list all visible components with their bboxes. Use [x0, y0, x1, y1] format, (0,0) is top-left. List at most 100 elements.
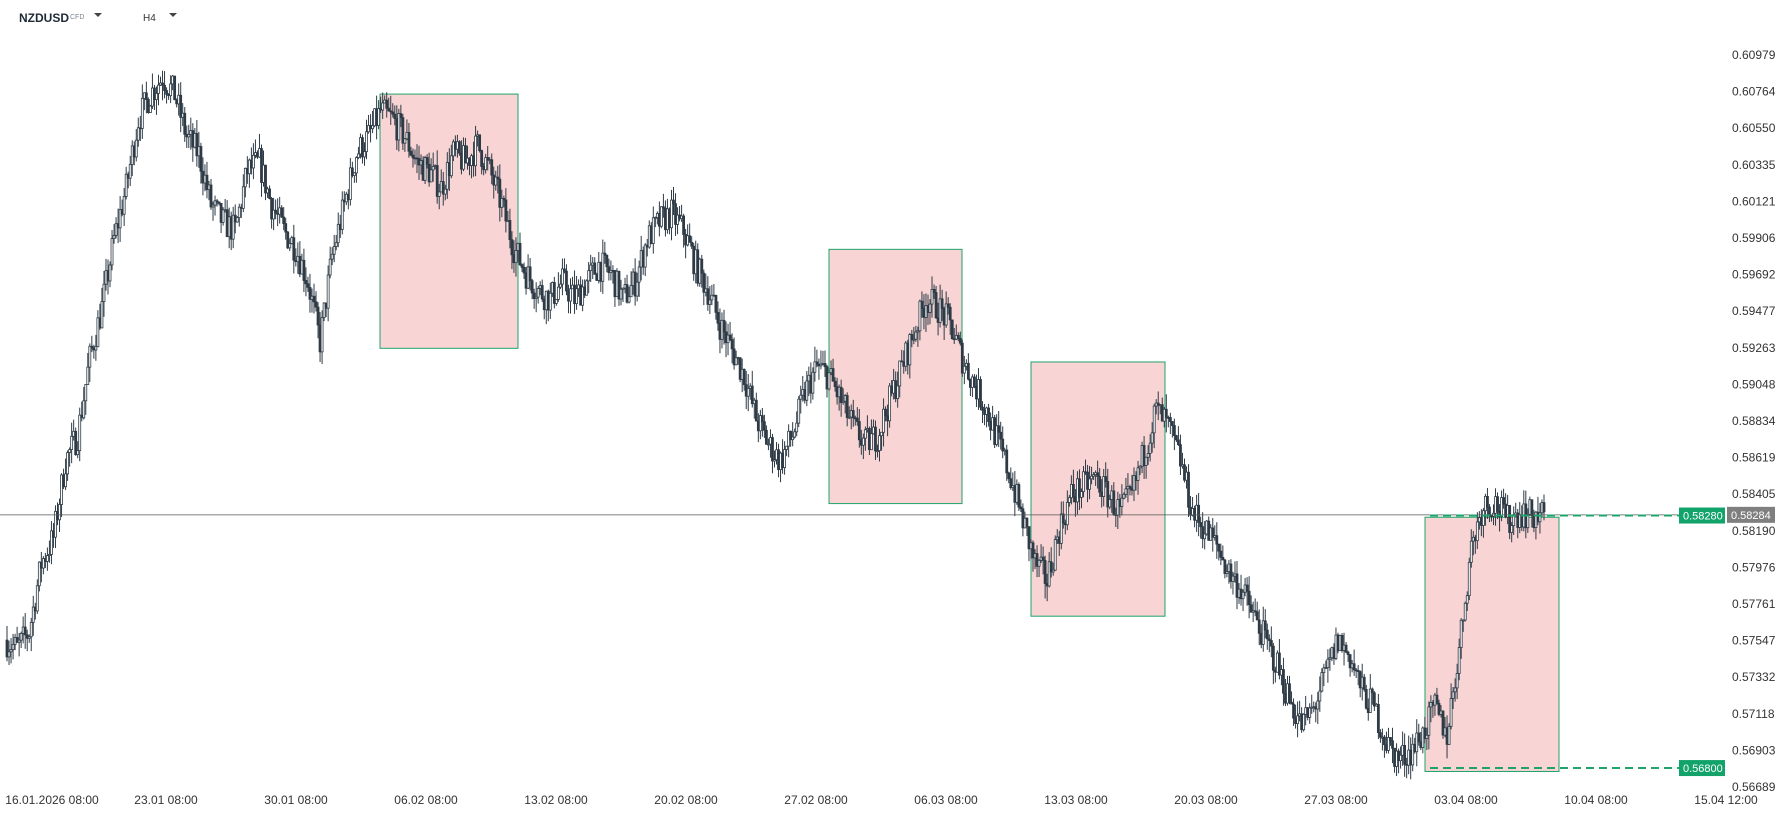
- candle-body: [1308, 707, 1312, 718]
- candle-body: [767, 443, 770, 446]
- candle-body: [1282, 669, 1285, 694]
- candle-body: [1496, 496, 1499, 512]
- candle-body: [1265, 629, 1269, 640]
- candle-body: [169, 83, 173, 97]
- x-tick-label: 23.01 08:00: [134, 793, 198, 807]
- timeframe-chevron-down-icon[interactable]: [169, 13, 177, 17]
- candle-body: [1108, 499, 1112, 508]
- candle-body: [601, 252, 605, 282]
- candle-body: [1106, 481, 1110, 508]
- candle-body: [328, 258, 332, 276]
- candle-body: [1510, 525, 1514, 533]
- candle-body: [284, 223, 288, 233]
- x-tick-label: 13.03 08:00: [1044, 793, 1108, 807]
- symbol-name[interactable]: NZDUSD: [19, 11, 69, 25]
- candle-body: [217, 201, 221, 204]
- candle-body: [286, 231, 290, 249]
- candle-body: [950, 319, 954, 340]
- x-tick-label: 30.01 08:00: [264, 793, 328, 807]
- candle-body: [585, 280, 589, 296]
- candle-body: [243, 167, 247, 188]
- candle-body: [1148, 442, 1152, 454]
- candle-body: [149, 105, 152, 113]
- candle-body: [1122, 493, 1126, 499]
- candle-body: [1344, 644, 1348, 653]
- candle-body: [1102, 476, 1106, 497]
- candle-body: [813, 361, 817, 373]
- candle-body: [706, 288, 710, 305]
- candle-body: [932, 289, 936, 293]
- candle-body: [1043, 560, 1047, 584]
- candle-body: [1362, 676, 1366, 690]
- candle-body: [350, 167, 354, 176]
- candle-body: [1136, 467, 1140, 481]
- candle-body: [1096, 472, 1100, 477]
- candle-body: [674, 203, 677, 225]
- candle-body: [882, 408, 885, 433]
- candle-body: [9, 649, 13, 653]
- candle-body: [264, 164, 267, 194]
- candle-body: [474, 135, 477, 167]
- candle-body: [629, 285, 633, 298]
- candle-body: [870, 433, 873, 451]
- candle-body: [365, 131, 368, 153]
- candle-body: [773, 459, 776, 462]
- candle-body: [569, 288, 572, 302]
- candle-body: [1437, 702, 1441, 715]
- candle-body: [795, 422, 799, 433]
- candle-body: [708, 299, 712, 305]
- candle-body: [1368, 688, 1372, 713]
- candle-body: [1459, 619, 1463, 648]
- candle-body: [1364, 689, 1368, 709]
- candle-body: [1049, 561, 1053, 573]
- candle-body: [336, 223, 340, 244]
- candle-body: [114, 223, 118, 236]
- y-tick-label: 0.57332: [1732, 670, 1776, 684]
- candle-body: [643, 244, 647, 268]
- candle-body: [401, 117, 405, 144]
- target-price-tag-text: 0.58280: [1683, 511, 1723, 523]
- candle-body: [1152, 405, 1156, 434]
- candle-body: [1098, 476, 1102, 493]
- chevron-down-icon[interactable]: [94, 13, 102, 17]
- timeframe-label[interactable]: H4: [143, 13, 156, 24]
- candle-body: [140, 97, 144, 129]
- candle-body: [956, 334, 960, 339]
- candle-body: [458, 141, 461, 154]
- candle-body: [108, 264, 112, 282]
- candle-body: [58, 504, 61, 521]
- candle-body: [662, 206, 665, 209]
- current-price-tag-bg: [1727, 506, 1775, 523]
- candle-body: [429, 169, 433, 183]
- candle-body: [213, 200, 217, 206]
- candle-body: [771, 437, 774, 462]
- y-tick-label: 0.56903: [1732, 743, 1776, 757]
- y-tick-label: 0.57761: [1732, 597, 1776, 611]
- candle-body: [74, 430, 78, 456]
- candle-body: [1051, 569, 1055, 573]
- candle-body: [1124, 488, 1128, 495]
- candle-body: [672, 199, 675, 205]
- candle-body: [1391, 740, 1394, 749]
- candle-body: [1340, 635, 1344, 651]
- candle-body: [1247, 590, 1251, 606]
- candle-body: [1423, 727, 1427, 739]
- candle-body: [252, 154, 255, 169]
- candle-body: [480, 150, 484, 167]
- candle-body: [510, 239, 514, 256]
- y-tick-label: 0.60335: [1732, 158, 1776, 172]
- candle-body: [1435, 694, 1439, 704]
- candle-body: [1245, 584, 1249, 592]
- candle-body: [211, 204, 215, 208]
- candle-body: [534, 296, 538, 299]
- candle-body: [896, 385, 900, 399]
- candle-body: [556, 286, 560, 300]
- candle-body: [82, 400, 86, 419]
- candle-body: [498, 178, 502, 208]
- candle-body: [50, 530, 53, 555]
- candle-body: [464, 145, 467, 164]
- candle-body: [237, 206, 241, 219]
- candle-body: [1009, 478, 1013, 489]
- candle-body: [811, 371, 815, 394]
